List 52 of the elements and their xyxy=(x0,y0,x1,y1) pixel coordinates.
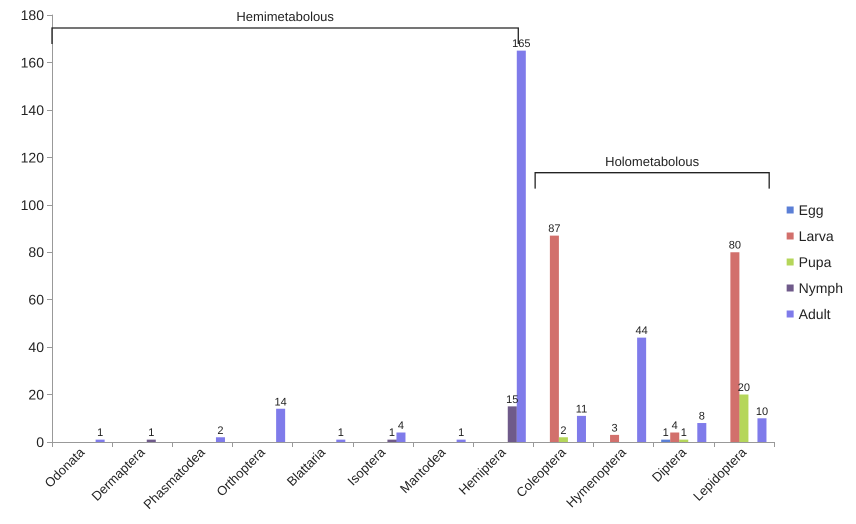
bar xyxy=(576,416,586,442)
data-label: 2 xyxy=(560,424,566,437)
data-label: 1 xyxy=(388,427,396,440)
bar xyxy=(550,236,559,442)
annotation: Holometabolous xyxy=(605,154,700,169)
legend-label: Pupa xyxy=(798,254,832,270)
y-tick-label: 140 xyxy=(20,102,44,118)
y-tick-label: 60 xyxy=(28,292,44,308)
y-tick-label: 20 xyxy=(28,386,44,403)
data-label: 2 xyxy=(217,424,224,437)
bar xyxy=(610,434,620,442)
data-label: 1 xyxy=(458,427,464,440)
data-label: 165 xyxy=(512,38,530,50)
data-label: 11 xyxy=(576,403,588,416)
data-label: 3 xyxy=(611,422,618,434)
bar xyxy=(730,252,740,442)
bar xyxy=(396,432,406,442)
data-label: 87 xyxy=(548,223,561,236)
legend-label: Adult xyxy=(798,306,831,322)
bar xyxy=(276,408,286,442)
data-label: 1 xyxy=(680,427,687,440)
bar xyxy=(558,437,568,442)
bar xyxy=(697,423,706,442)
data-label: 10 xyxy=(756,406,768,418)
bar xyxy=(216,437,225,442)
y-tick-label: 40 xyxy=(28,339,44,356)
data-label: 1 xyxy=(97,427,104,440)
y-tick-label: 120 xyxy=(20,149,44,166)
legend-label: Nymph xyxy=(798,280,844,296)
data-label: 1 xyxy=(338,427,344,440)
y-tick-label: 160 xyxy=(20,54,44,70)
bar xyxy=(508,406,517,442)
data-label: 1 xyxy=(148,427,154,440)
bar xyxy=(516,50,526,442)
data-label: 1 xyxy=(662,427,669,440)
bar xyxy=(739,394,748,442)
bar xyxy=(670,432,680,442)
y-tick-label: 100 xyxy=(20,196,44,213)
annotation: Hemimetabolous xyxy=(236,8,334,24)
bar xyxy=(637,338,646,442)
data-label: 4 xyxy=(398,420,404,432)
data-label: 80 xyxy=(728,240,742,252)
data-label: 4 xyxy=(672,420,678,432)
bar xyxy=(757,418,766,442)
y-tick-label: 80 xyxy=(28,244,44,260)
data-label: 44 xyxy=(636,325,648,338)
y-tick-label: 180 xyxy=(20,7,44,23)
legend-label: Egg xyxy=(798,202,824,218)
data-label: 14 xyxy=(274,396,287,408)
y-tick-label: 0 xyxy=(36,434,44,450)
legend-label: Larva xyxy=(798,228,834,244)
data-label: 8 xyxy=(698,410,705,423)
